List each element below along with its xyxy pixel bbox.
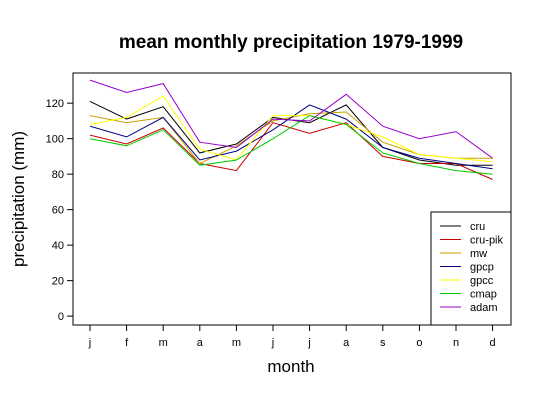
series-line-gpcp xyxy=(89,104,493,170)
x-tick-label: a xyxy=(343,337,350,349)
legend-box xyxy=(430,211,512,326)
y-tick-label: 40 xyxy=(52,240,64,252)
legend-label-gpcp: gpcp xyxy=(470,262,494,274)
y-tick-label: 80 xyxy=(52,169,64,181)
y-axis: 0 20 40 60 80 100 120 xyxy=(46,98,74,323)
x-axis-title: month xyxy=(267,357,314,376)
chart-title: mean monthly precipitation 1979-1999 xyxy=(119,32,463,53)
legend-label-adam: adam xyxy=(470,302,498,314)
x-tick-label: m xyxy=(232,337,241,349)
x-tick-label: j xyxy=(271,337,274,349)
legend-label-mw: mw xyxy=(470,248,487,260)
legend-label-gpcc: gpcc xyxy=(470,275,494,287)
x-tick-label: n xyxy=(453,337,459,349)
x-tick-label: j xyxy=(307,337,310,349)
x-tick-label: s xyxy=(380,337,386,349)
series-line-cmap xyxy=(89,115,493,175)
y-tick-label: 60 xyxy=(52,205,64,217)
y-tick-label: 20 xyxy=(52,276,64,288)
series-line-cru-pik xyxy=(89,122,493,180)
series-line-gpcc xyxy=(89,95,493,163)
x-tick-label: a xyxy=(197,337,204,349)
series-line-adam xyxy=(89,79,493,159)
series-layer xyxy=(89,79,493,180)
legend-label-cru: cru xyxy=(470,221,485,233)
y-tick-label: 100 xyxy=(46,134,64,146)
x-tick-label: o xyxy=(416,337,422,349)
y-axis-title: precipitation (mm) xyxy=(9,131,28,267)
x-tick-label: f xyxy=(125,337,129,349)
x-tick-label: d xyxy=(490,337,496,349)
y-tick-label: 0 xyxy=(58,311,64,323)
x-tick-label: m xyxy=(159,337,168,349)
legend-label-cru-pik: cru-pik xyxy=(470,235,504,247)
x-tick-label: j xyxy=(88,337,91,349)
legend-label-cmap: cmap xyxy=(470,289,497,301)
y-tick-label: 120 xyxy=(46,98,64,110)
